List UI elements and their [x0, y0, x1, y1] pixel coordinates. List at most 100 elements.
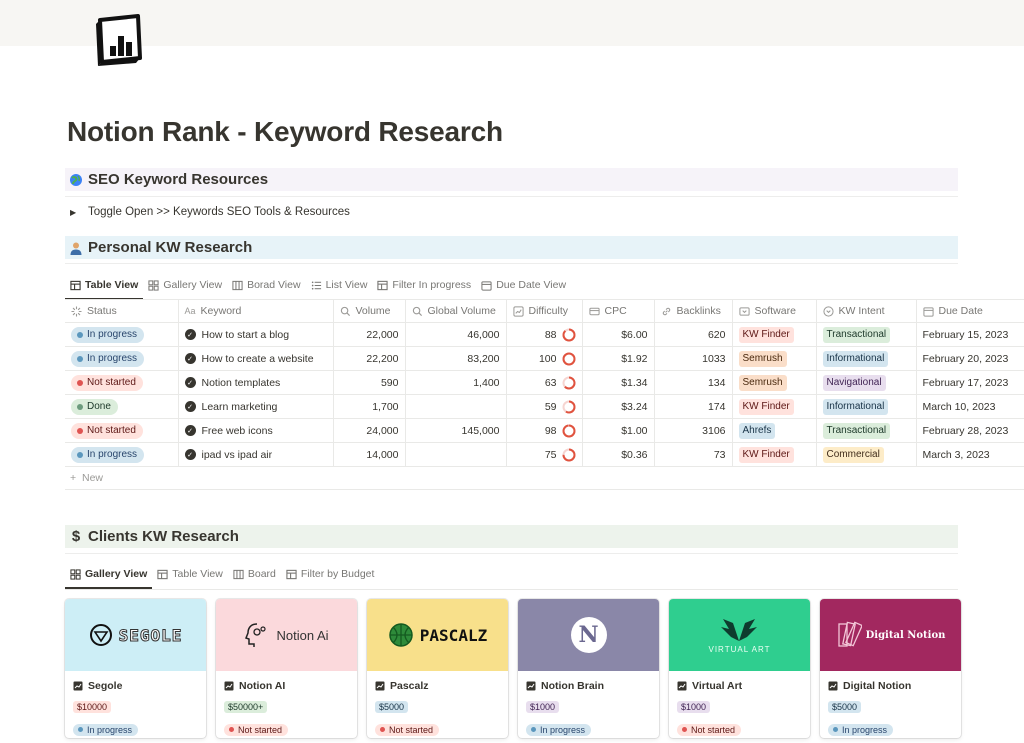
volume-cell[interactable]: 14,000: [333, 442, 406, 467]
tab-list-view[interactable]: List View: [306, 274, 373, 296]
col-header-kw-intent[interactable]: KW Intent: [816, 299, 917, 323]
backlinks-cell[interactable]: 73: [654, 442, 733, 467]
intent-cell[interactable]: Transactional: [816, 322, 917, 347]
status-badge[interactable]: In progress: [71, 350, 145, 367]
table-row[interactable]: In progress ✓ ipad vs ipad air 14,000 75 $0.3…: [65, 442, 1024, 467]
status-cell[interactable]: In progress: [65, 322, 179, 347]
difficulty-cell[interactable]: 59: [506, 394, 583, 419]
volume-cell[interactable]: 590: [333, 370, 406, 395]
client-card[interactable]: PASCALZ Pascalz $5000 Not started: [367, 599, 508, 738]
volume-cell[interactable]: 24,000: [333, 418, 406, 443]
cpc-cell[interactable]: $6.00: [582, 322, 655, 347]
tab-gallery-view[interactable]: Gallery View: [143, 274, 227, 296]
intent-cell[interactable]: Transactional: [816, 418, 917, 443]
col-header-volume[interactable]: Volume: [333, 299, 406, 323]
intent-cell[interactable]: Informational: [816, 346, 917, 371]
software-cell[interactable]: KW Finder: [732, 394, 817, 419]
global-volume-cell[interactable]: [405, 442, 507, 467]
status-cell[interactable]: In progress: [65, 442, 179, 467]
cpc-cell[interactable]: $0.36: [582, 442, 655, 467]
backlinks-cell[interactable]: 620: [654, 322, 733, 347]
global-volume-cell[interactable]: 46,000: [405, 322, 507, 347]
status-badge[interactable]: Not started: [71, 374, 143, 391]
col-header-keyword[interactable]: Aa Keyword: [178, 299, 334, 323]
keyword-cell[interactable]: ✓ Free web icons: [178, 418, 334, 443]
col-header-global-volume[interactable]: Global Volume: [405, 299, 507, 323]
keyword-cell[interactable]: ✓ How to start a blog: [178, 322, 334, 347]
intent-cell[interactable]: Commercial: [816, 442, 917, 467]
status-cell[interactable]: In progress: [65, 346, 179, 371]
software-cell[interactable]: Ahrefs: [732, 418, 817, 443]
difficulty-cell[interactable]: 75: [506, 442, 583, 467]
client-card[interactable]: Notion Ai Notion AI $50000+ Not started: [216, 599, 357, 738]
intent-cell[interactable]: Navigational: [816, 370, 917, 395]
due-date-cell[interactable]: March 3, 2023: [916, 442, 1024, 467]
difficulty-cell[interactable]: 98: [506, 418, 583, 443]
tab-filter-by-budget[interactable]: Filter by Budget: [281, 563, 380, 585]
volume-cell[interactable]: 22,200: [333, 346, 406, 371]
status-badge[interactable]: In progress: [71, 446, 145, 463]
status-cell[interactable]: Not started: [65, 370, 179, 395]
status-badge[interactable]: In progress: [71, 326, 145, 343]
due-date-cell[interactable]: February 20, 2023: [916, 346, 1024, 371]
add-new-row-button[interactable]: + New: [70, 472, 103, 484]
due-date-cell[interactable]: February 15, 2023: [916, 322, 1024, 347]
tab-gallery-view[interactable]: Gallery View: [65, 563, 153, 589]
global-volume-cell[interactable]: 83,200: [405, 346, 507, 371]
cpc-cell[interactable]: $1.00: [582, 418, 655, 443]
client-card[interactable]: SEGOLE Segole $10000 In progress: [65, 599, 206, 738]
client-card[interactable]: Digital Notion Digital Notion $5000 In prog…: [820, 599, 961, 738]
table-row[interactable]: Not started ✓ Notion templates 590 1,400 63 $1…: [65, 370, 1024, 395]
col-header-difficulty[interactable]: Difficulty: [506, 299, 583, 323]
cpc-cell[interactable]: $3.24: [582, 394, 655, 419]
due-date-cell[interactable]: February 28, 2023: [916, 418, 1024, 443]
triangle-right-icon[interactable]: ▶: [70, 207, 77, 217]
difficulty-cell[interactable]: 100: [506, 346, 583, 371]
status-cell[interactable]: Not started: [65, 418, 179, 443]
volume-cell[interactable]: 22,000: [333, 322, 406, 347]
volume-cell[interactable]: 1,700: [333, 394, 406, 419]
tab-table-view[interactable]: Table View: [65, 274, 144, 300]
toggle-seo-resources[interactable]: ▶ Toggle Open >> Keywords SEO Tools & Re…: [70, 206, 350, 218]
due-date-cell[interactable]: March 10, 2023: [916, 394, 1024, 419]
backlinks-cell[interactable]: 174: [654, 394, 733, 419]
col-header-backlinks[interactable]: Backlinks: [654, 299, 733, 323]
cpc-cell[interactable]: $1.34: [582, 370, 655, 395]
table-row[interactable]: In progress ✓ How to start a blog 22,000 46,…: [65, 322, 1024, 347]
keyword-cell[interactable]: ✓ Notion templates: [178, 370, 334, 395]
col-header-status[interactable]: Status: [65, 299, 179, 323]
cpc-cell[interactable]: $1.92: [582, 346, 655, 371]
due-date-cell[interactable]: February 17, 2023: [916, 370, 1024, 395]
keyword-cell[interactable]: ✓ Learn marketing: [178, 394, 334, 419]
difficulty-cell[interactable]: 63: [506, 370, 583, 395]
software-cell[interactable]: Semrush: [732, 370, 817, 395]
status-badge[interactable]: Done: [71, 398, 118, 415]
status-cell[interactable]: Done: [65, 394, 179, 419]
tab-board[interactable]: Board: [228, 563, 281, 585]
col-header-software[interactable]: Software: [732, 299, 817, 323]
status-badge[interactable]: Not started: [71, 422, 143, 439]
backlinks-cell[interactable]: 3106: [654, 418, 733, 443]
col-header-cpc[interactable]: CPC: [582, 299, 655, 323]
tab-table-view[interactable]: Table View: [152, 563, 228, 585]
keyword-cell[interactable]: ✓ ipad vs ipad air: [178, 442, 334, 467]
client-card[interactable]: VIRTUAL ART Virtual Art $1000 Not started: [669, 599, 810, 738]
backlinks-cell[interactable]: 1033: [654, 346, 733, 371]
software-cell[interactable]: KW Finder: [732, 442, 817, 467]
client-card[interactable]: N Notion Brain $1000 In progress: [518, 599, 659, 738]
global-volume-cell[interactable]: [405, 394, 507, 419]
tab-board-view[interactable]: Borad View: [227, 274, 306, 296]
tab-due-date-view[interactable]: Due Date View: [476, 274, 571, 296]
table-row[interactable]: Not started ✓ Free web icons 24,000 145,000 9…: [65, 418, 1024, 443]
col-header-due-date[interactable]: Due Date: [916, 299, 1024, 323]
difficulty-cell[interactable]: 88: [506, 322, 583, 347]
table-row[interactable]: Done ✓ Learn marketing 1,700 59 $3.24 174 KW Fi…: [65, 394, 1024, 419]
backlinks-cell[interactable]: 134: [654, 370, 733, 395]
global-volume-cell[interactable]: 1,400: [405, 370, 507, 395]
tab-filter-in-progress[interactable]: Filter In progress: [372, 274, 476, 296]
table-row[interactable]: In progress ✓ How to create a website 22,20…: [65, 346, 1024, 371]
keyword-cell[interactable]: ✓ How to create a website: [178, 346, 334, 371]
software-cell[interactable]: KW Finder: [732, 322, 817, 347]
global-volume-cell[interactable]: 145,000: [405, 418, 507, 443]
intent-cell[interactable]: Informational: [816, 394, 917, 419]
